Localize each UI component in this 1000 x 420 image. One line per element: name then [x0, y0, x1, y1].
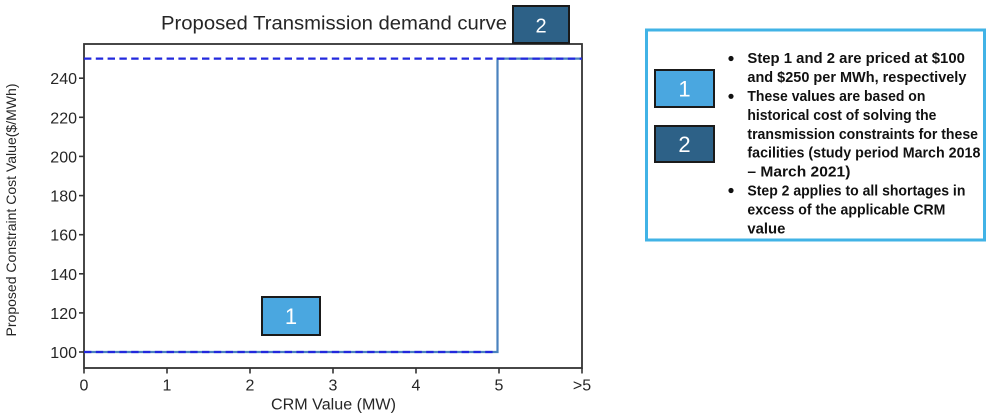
svg-text:facilities (study period March: facilities (study period March 2018 — [747, 145, 980, 162]
svg-text:Proposed Constraint Cost Value: Proposed Constraint Cost Value($/MWh) — [3, 84, 19, 337]
svg-text:160: 160 — [50, 228, 77, 245]
svg-text:180: 180 — [50, 189, 77, 206]
svg-text:historical cost of solving the: historical cost of solving the — [747, 107, 936, 124]
svg-text:– March 2021): – March 2021) — [747, 164, 850, 181]
svg-text:140: 140 — [50, 267, 77, 284]
svg-text:4: 4 — [412, 378, 421, 395]
svg-text:>5: >5 — [573, 378, 591, 395]
svg-text:3: 3 — [329, 378, 338, 395]
svg-text:Step 2 applies to all shortage: Step 2 applies to all shortages in — [747, 183, 965, 200]
svg-text:These values are based on: These values are based on — [747, 88, 925, 105]
svg-text:2: 2 — [535, 16, 546, 38]
svg-text:and $250 per MWh, respectively: and $250 per MWh, respectively — [747, 69, 967, 86]
svg-text:1: 1 — [163, 378, 172, 395]
svg-text:value: value — [747, 220, 785, 237]
svg-text:excess of the applicable CRM: excess of the applicable CRM — [747, 201, 945, 218]
svg-text:transmission constraints for t: transmission constraints for these — [747, 126, 978, 143]
svg-text:2: 2 — [246, 378, 255, 395]
svg-text:0: 0 — [80, 378, 89, 395]
svg-text:120: 120 — [50, 306, 77, 323]
svg-text:5: 5 — [495, 378, 504, 395]
svg-text:200: 200 — [50, 149, 77, 166]
svg-text:Step 1 and 2 are priced at $10: Step 1 and 2 are priced at $100 — [747, 50, 965, 67]
svg-text:1: 1 — [678, 77, 690, 102]
svg-text:Proposed Transmission demand c: Proposed Transmission demand curve — [161, 14, 507, 35]
svg-text:100: 100 — [50, 345, 77, 362]
svg-text:2: 2 — [678, 132, 690, 157]
svg-text:220: 220 — [50, 110, 77, 127]
svg-text:CRM Value (MW): CRM Value (MW) — [271, 397, 396, 414]
svg-text:240: 240 — [50, 71, 77, 88]
svg-text:1: 1 — [285, 304, 297, 329]
